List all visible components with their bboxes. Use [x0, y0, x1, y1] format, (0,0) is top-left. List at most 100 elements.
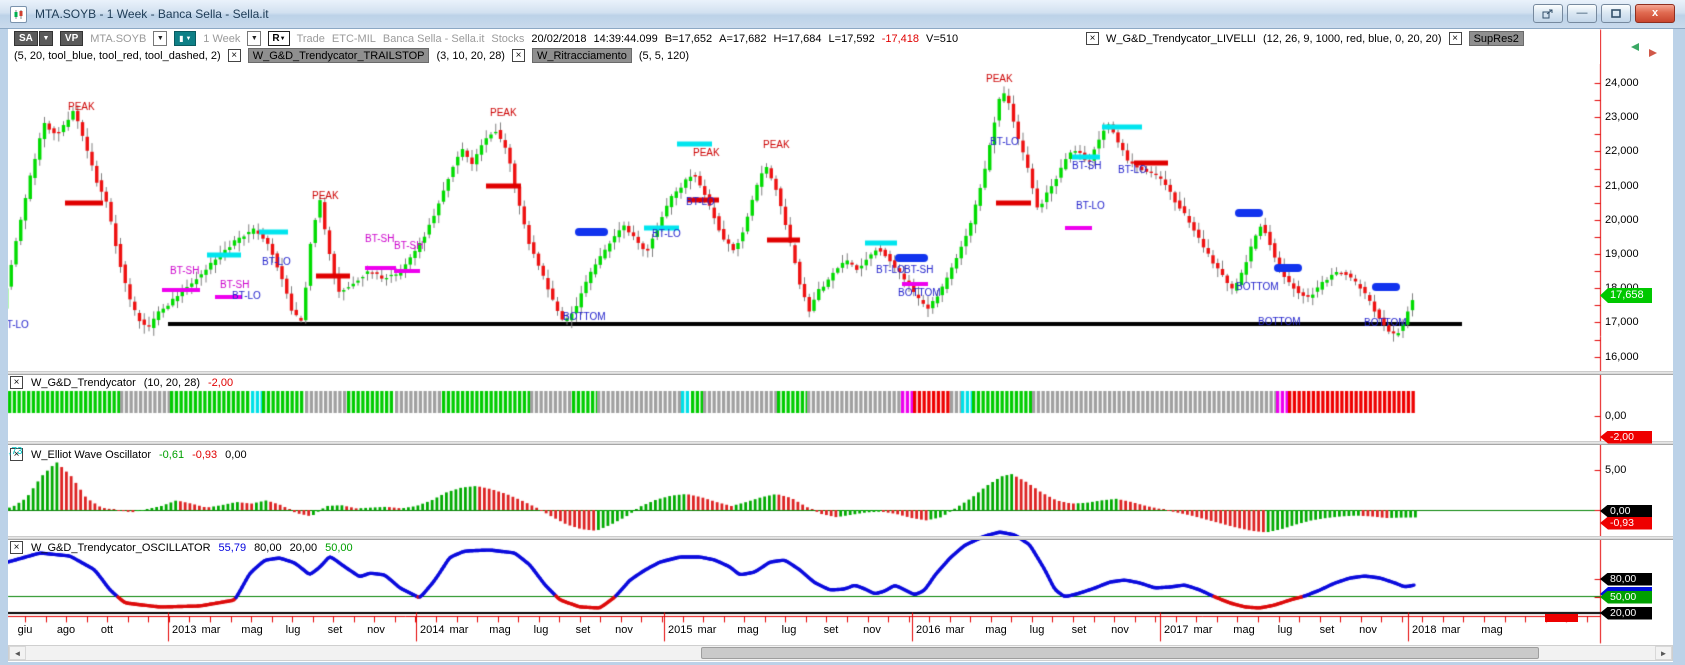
time-axis-month-label: mag: [1481, 624, 1503, 636]
axis-value-tag: 50,00: [1600, 590, 1652, 604]
panel-separator[interactable]: [0, 441, 1685, 445]
title-bar[interactable]: MTA.SOYB - 1 Week - Banca Sella - Sella.…: [0, 0, 1685, 29]
change-value: -17,418: [881, 32, 920, 45]
oscillator-value: 55,79: [218, 541, 247, 554]
indicator-axis-label: 5,00: [1605, 464, 1627, 476]
period-label: 1 Week: [203, 32, 241, 45]
ewo-checkbox[interactable]: ×: [10, 448, 23, 461]
horizontal-scrollbar[interactable]: ◄ ►: [8, 645, 1673, 661]
time-axis-year-label: 2016: [916, 624, 941, 636]
trailstop-checkbox[interactable]: ×: [227, 49, 241, 62]
time-axis-month-label: mar: [697, 624, 717, 636]
chevron-down-icon: ▼: [185, 35, 192, 42]
low-value: L=17,592: [828, 32, 875, 45]
time-axis-month-label: lug: [533, 624, 549, 636]
popout-button[interactable]: [1533, 4, 1563, 23]
context-label: Trade: [296, 32, 325, 45]
chart-type-button[interactable]: ▮ ▼: [174, 31, 197, 46]
time-axis-month-label: set: [823, 624, 839, 636]
maximize-button[interactable]: [1601, 4, 1631, 23]
quote-time: 14:39:44.099: [593, 32, 658, 45]
time-axis-month-label: nov: [1111, 624, 1129, 636]
price-axis-label: 19,000: [1605, 248, 1639, 260]
market-label: ETC-MIL: [331, 32, 376, 45]
app-icon: [10, 5, 27, 23]
time-axis-year-label: 2014: [420, 624, 445, 636]
close-button[interactable]: x: [1635, 4, 1675, 23]
time-axis-month-label: lug: [1277, 624, 1293, 636]
scroll-left-arrow[interactable]: ◄: [9, 646, 26, 660]
period-dropdown[interactable]: ▼: [247, 31, 262, 46]
current-date-marker: [1545, 614, 1578, 622]
high-value: H=17,684: [773, 32, 822, 45]
minimize-button[interactable]: —: [1567, 4, 1597, 23]
price-axis-label: 21,000: [1605, 180, 1639, 192]
scroll-right-arrow[interactable]: ►: [1655, 646, 1672, 660]
oscillator-checkbox[interactable]: ×: [10, 541, 23, 554]
livelli-checkbox[interactable]: ×: [1086, 32, 1099, 45]
supres-params: (5, 20, tool_blue, tool_red, tool_dashed…: [14, 49, 221, 62]
bar-icon: ▮: [179, 34, 184, 43]
window-border-right-scrollbar[interactable]: [1673, 29, 1685, 665]
livelli-params: (12, 26, 9, 1000, red, blue, 0, 20, 20): [1263, 32, 1442, 45]
toolbar-row-2: (5, 20, tool_blue, tool_red, tool_dashed…: [8, 47, 1600, 64]
ewo-value-1: -0,61: [159, 448, 185, 461]
time-axis-month-label: set: [327, 624, 343, 636]
time-axis-month-label: set: [1071, 624, 1087, 636]
quote-date: 20/02/2018: [531, 32, 587, 45]
broker-label: Banca Sella - Sella.it: [382, 32, 485, 45]
oscillator-level-20: 20,00: [289, 541, 318, 554]
time-axis-month-label: mag: [985, 624, 1007, 636]
axis-value-tag: 80,00: [1600, 572, 1652, 586]
axis-value-tag: -0,93: [1600, 516, 1652, 530]
scrollbar-thumb[interactable]: [701, 647, 1539, 659]
panel-separator[interactable]: [0, 371, 1685, 375]
price-axis-label: 23,000: [1605, 111, 1639, 123]
symbol-dropdown[interactable]: ▼: [153, 31, 168, 46]
trailstop-params: (3, 10, 20, 28): [436, 49, 505, 62]
price-axis-label: 22,000: [1605, 145, 1639, 157]
time-axis-month-label: mar: [201, 624, 221, 636]
time-axis-month-label: mag: [737, 624, 759, 636]
trendycator-name[interactable]: W_G&D_Trendycator: [31, 376, 136, 389]
time-axis-month-label: ago: [56, 624, 76, 636]
trailstop-name[interactable]: W_G&D_Trendycator_TRAILSTOP: [247, 48, 430, 63]
sa-button[interactable]: SA: [14, 31, 38, 46]
price-axis-label: 17,000: [1605, 316, 1639, 328]
sa-dropdown[interactable]: ▼: [38, 31, 53, 46]
oscillator-level-50: 50,00: [325, 541, 353, 554]
time-axis-month-label: mar: [945, 624, 965, 636]
window-title: MTA.SOYB - 1 Week - Banca Sella - Sella.…: [35, 7, 269, 21]
supres-checkbox[interactable]: ×: [1448, 32, 1462, 45]
ritracciamento-name[interactable]: W_Ritracciamento: [531, 48, 632, 63]
indicator-group: × W_G&D_Trendycator_LIVELLI (12, 26, 9, …: [1086, 30, 1524, 47]
compare-arrows-icon[interactable]: [1630, 42, 1658, 63]
time-axis-month-label: set: [575, 624, 591, 636]
trendycator-checkbox[interactable]: ×: [10, 376, 23, 389]
panel-separator[interactable]: [0, 536, 1685, 540]
time-axis-month-label: mar: [1441, 624, 1461, 636]
volume-value: V=510: [926, 32, 959, 45]
livelli-name[interactable]: W_G&D_Trendycator_LIVELLI: [1106, 32, 1256, 45]
time-axis-month-label: ott: [100, 624, 114, 636]
time-axis-year-label: 2017: [1164, 624, 1189, 636]
indicator-axis-label: 0,00: [1605, 410, 1627, 422]
time-axis-month-label: giu: [17, 624, 33, 636]
time-axis-month-label: nov: [367, 624, 385, 636]
time-axis-month-label: nov: [615, 624, 633, 636]
r-button[interactable]: R ▼: [268, 31, 290, 46]
oscillator-name[interactable]: W_G&D_Trendycator_OSCILLATOR: [31, 541, 211, 554]
time-axis-month-label: lug: [285, 624, 301, 636]
price-axis-label: 24,000: [1605, 77, 1639, 89]
ritracciamento-checkbox[interactable]: ×: [511, 49, 525, 62]
time-axis-month-label: mag: [1233, 624, 1255, 636]
chevron-down-icon: ▼: [279, 35, 286, 42]
ewo-name[interactable]: W_Elliot Wave Oscillator: [31, 448, 152, 461]
trendycator-panel-header: × W_G&D_Trendycator (10, 20, 28) -2,00: [10, 375, 233, 390]
time-axis-month-label: lug: [781, 624, 797, 636]
time-axis-year-label: 2013: [172, 624, 197, 636]
vp-button[interactable]: VP: [59, 31, 84, 46]
supres-name[interactable]: SupRes2: [1468, 31, 1524, 46]
ewo-value-2: -0,93: [192, 448, 218, 461]
